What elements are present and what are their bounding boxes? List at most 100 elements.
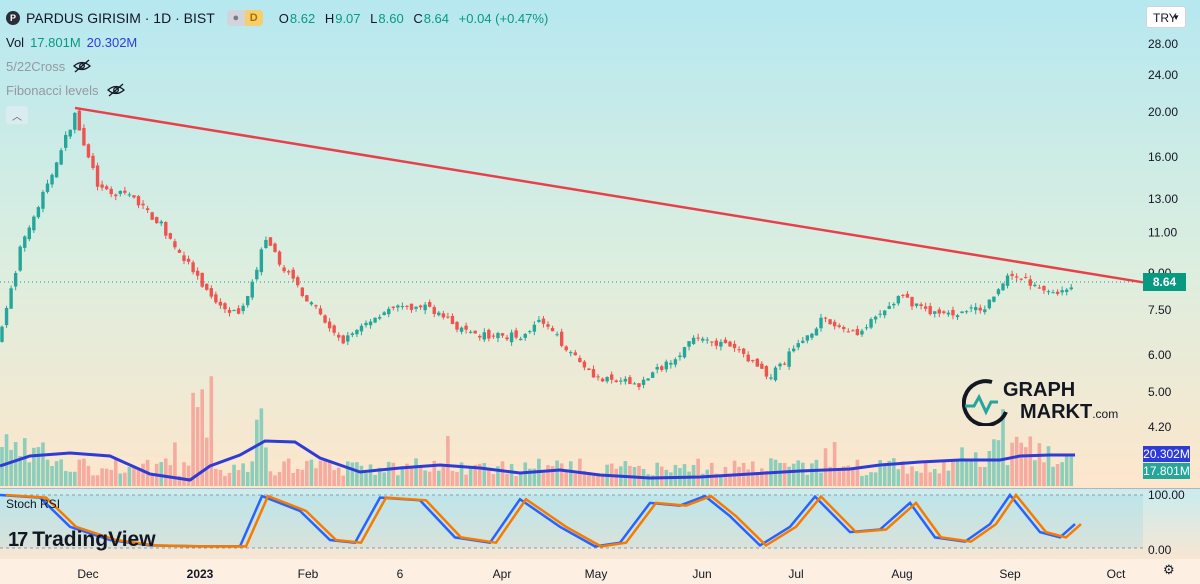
candle: [987, 299, 992, 310]
volume-bar: [955, 459, 960, 486]
candle: [205, 283, 209, 291]
volume-bar: [295, 469, 300, 486]
candle: [855, 325, 860, 336]
candle: [887, 302, 891, 310]
candle: [723, 337, 728, 344]
stoch-rsi-label[interactable]: Stoch RSI: [6, 497, 61, 511]
volume-bar: [500, 461, 505, 486]
candle: [1060, 286, 1064, 296]
indicator-fibonacci-label: Fibonacci levels: [6, 82, 99, 98]
candle: [455, 321, 459, 333]
candle: [814, 326, 819, 336]
tradingview-mark-icon: 17: [8, 528, 28, 551]
candle: [587, 367, 591, 371]
circle-icon[interactable]: ●: [226, 10, 245, 26]
volume-bar: [655, 462, 659, 486]
volume-bar: [77, 459, 82, 486]
candle: [23, 235, 27, 252]
candle: [464, 322, 468, 334]
candle: [846, 328, 850, 333]
candle: [264, 236, 268, 249]
volume-bar: [782, 463, 787, 486]
candle: [773, 365, 778, 382]
candle: [701, 336, 705, 343]
volume-bar: [1064, 453, 1069, 486]
candle: [851, 329, 855, 332]
volume-bar: [755, 471, 760, 486]
candle: [314, 304, 318, 310]
candle: [519, 336, 523, 341]
candle: [423, 302, 427, 315]
candle: [77, 108, 82, 131]
indicator-cross[interactable]: 5/22Cross: [6, 54, 548, 78]
candle: [441, 310, 446, 320]
candle: [428, 299, 432, 308]
candle: [109, 186, 113, 198]
candle: [923, 302, 928, 312]
eye-hidden-icon[interactable]: [73, 59, 92, 73]
currency-selector[interactable]: TRY ▼: [1146, 6, 1186, 28]
volume-bar: [710, 462, 714, 486]
candle: [810, 332, 814, 341]
time-axis[interactable]: Dec 2023 Feb 6 Apr May Jun Jul Aug Sep Oct: [77, 567, 1126, 581]
volume-bar: [368, 464, 373, 486]
candle: [100, 180, 104, 191]
candle: [523, 332, 527, 341]
candle: [914, 303, 919, 309]
volume-bar: [427, 471, 432, 486]
candle: [951, 306, 955, 320]
candle: [678, 352, 682, 361]
volume-bar: [350, 462, 355, 486]
candle: [942, 310, 946, 315]
volume-bar: [113, 458, 118, 486]
trendline[interactable]: [74, 106, 1144, 284]
price-tick-label: 6.00: [1148, 348, 1172, 362]
time-tick-label: Oct: [1107, 567, 1126, 581]
volume-bar: [305, 460, 309, 486]
candle: [296, 275, 300, 288]
candle: [582, 359, 587, 371]
volume-bar: [964, 459, 969, 486]
volume-bar: [277, 471, 282, 486]
volume-bar: [778, 462, 782, 486]
gear-icon[interactable]: ⚙: [1163, 562, 1175, 577]
candle: [637, 383, 641, 391]
volume-bar: [901, 461, 905, 486]
volume-bar: [150, 475, 154, 486]
candle: [664, 359, 668, 373]
volume-bar: [496, 466, 500, 486]
price-tick-label: 7.50: [1148, 303, 1172, 317]
time-tick-label: Apr: [493, 567, 512, 581]
volume-legend[interactable]: Vol 17.801M 20.302M: [6, 30, 548, 54]
volume-bar: [810, 463, 814, 486]
volume-bar: [1010, 442, 1014, 486]
delayed-badge[interactable]: D: [244, 10, 263, 26]
volume-bar: [973, 452, 978, 486]
candle: [769, 374, 773, 381]
volume-bar: [851, 468, 855, 486]
tradingview-logo[interactable]: 17 TradingView: [8, 528, 156, 552]
volume-bar: [9, 449, 13, 486]
time-axis-bg: [0, 559, 1200, 584]
candle: [619, 377, 623, 385]
candle: [837, 323, 841, 329]
candle: [68, 129, 72, 140]
collapse-legend-button[interactable]: ︿: [6, 106, 28, 124]
time-tick-label: 2023: [187, 567, 214, 581]
volume-bar: [45, 459, 50, 486]
indicator-fibonacci[interactable]: Fibonacci levels: [6, 78, 548, 102]
candle: [173, 238, 177, 250]
volume-bar: [887, 460, 892, 486]
candle: [1042, 285, 1046, 294]
candle: [432, 304, 436, 318]
eye-hidden-icon[interactable]: [106, 83, 125, 97]
volume-bar: [623, 461, 628, 486]
symbol-title[interactable]: PARDUS GIRISIM · 1D · BIST: [26, 10, 215, 26]
volume-bar: [473, 464, 477, 486]
candle: [241, 303, 245, 315]
candle: [992, 296, 996, 303]
volume-bar: [1069, 456, 1074, 486]
candle: [614, 379, 618, 383]
candle: [227, 307, 232, 317]
